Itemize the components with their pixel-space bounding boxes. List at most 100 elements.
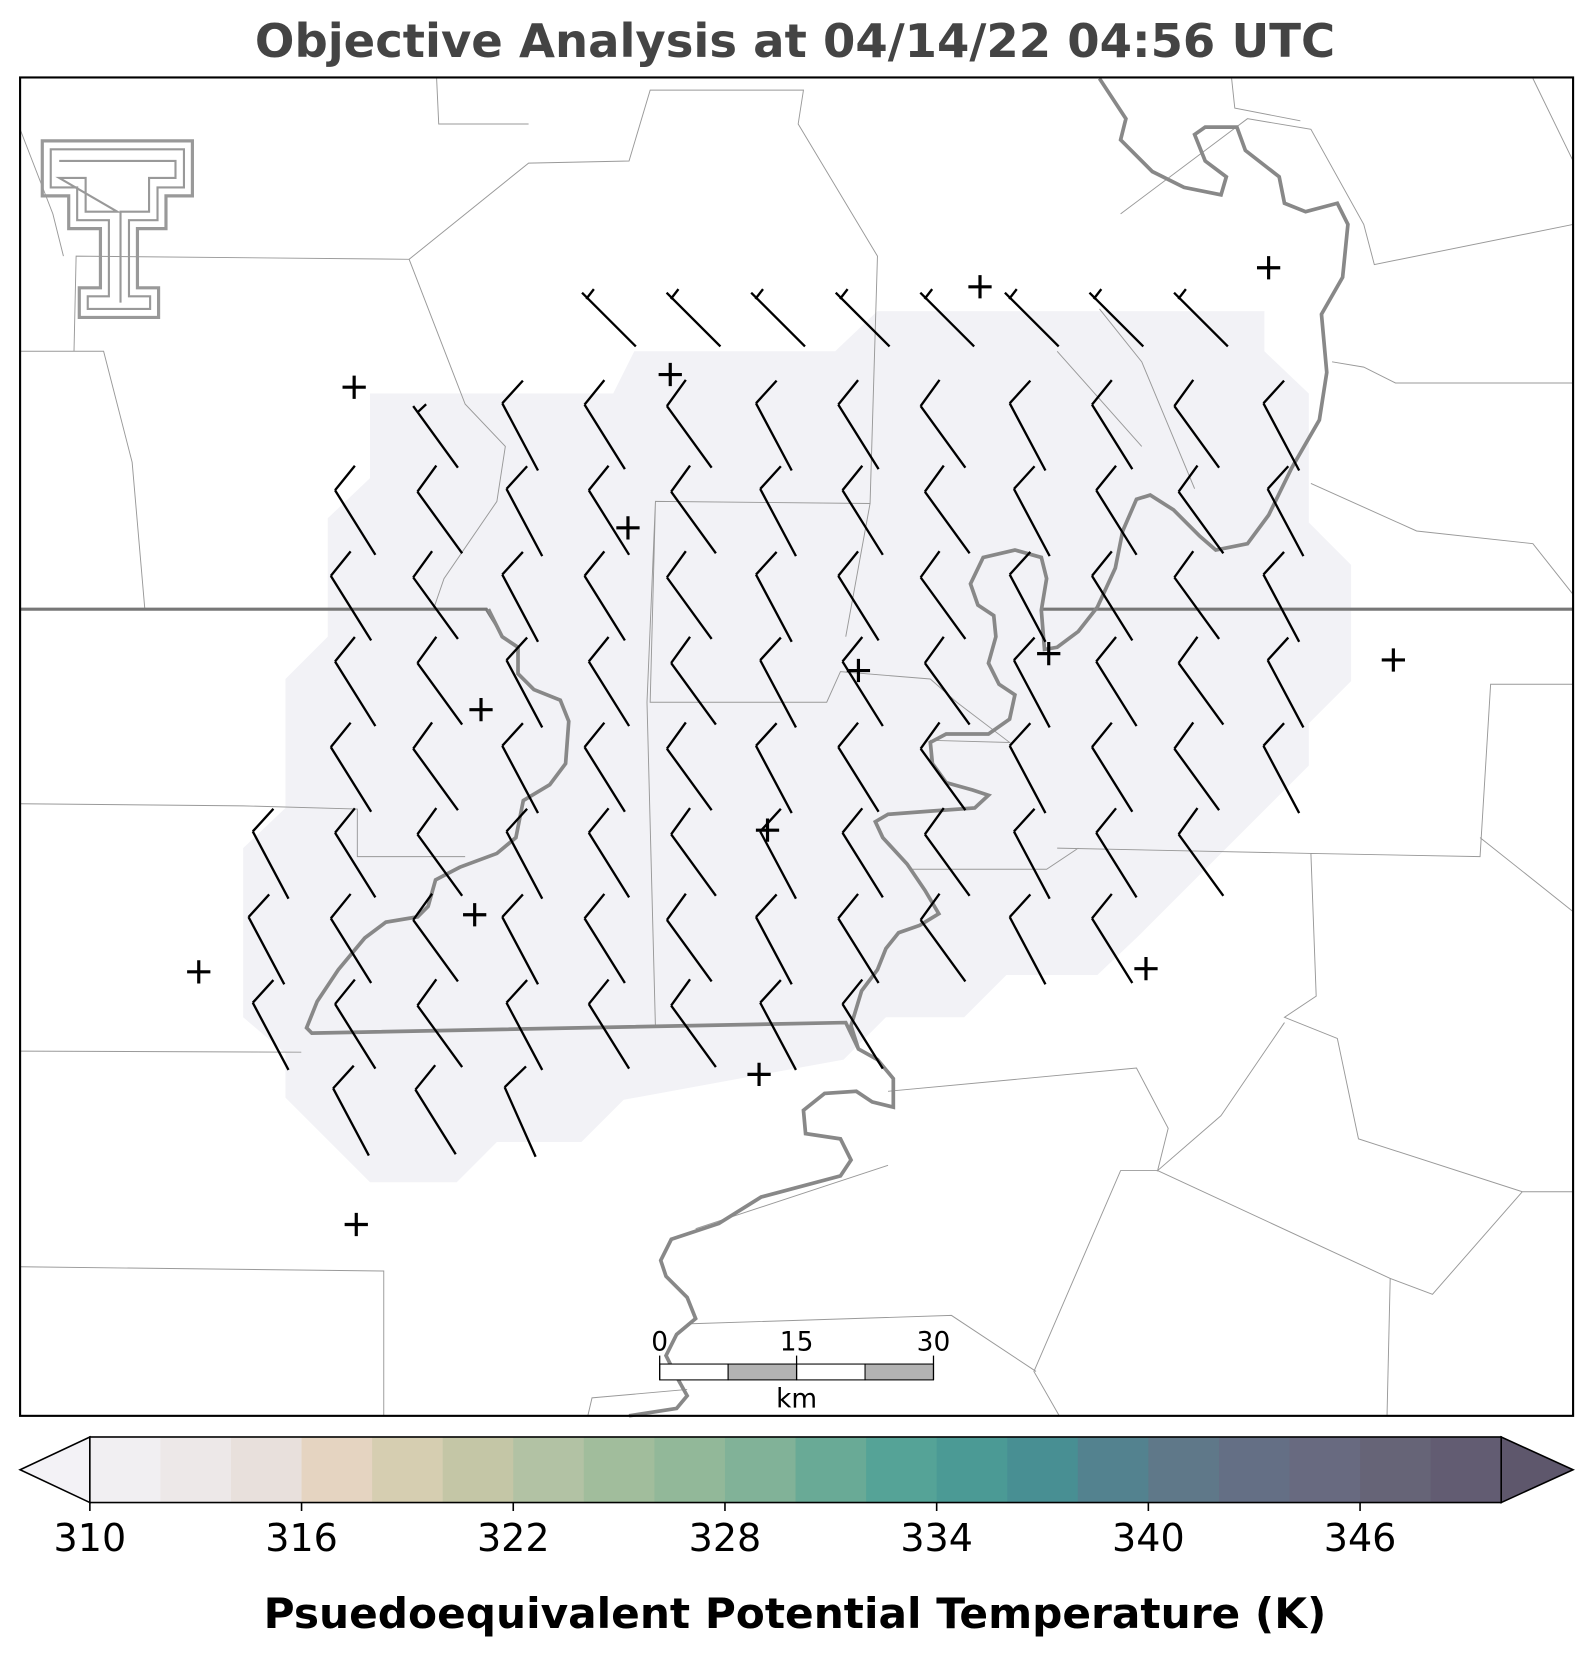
- wind-barb: [919, 721, 967, 811]
- colorbar-tick-label: 316: [265, 1516, 338, 1560]
- wind-barb: [919, 379, 967, 469]
- scale-segment: [796, 1363, 866, 1381]
- station-marker: [1134, 957, 1158, 981]
- station-marker: [342, 375, 366, 399]
- wind-barb: [587, 465, 631, 556]
- wind-barb: [1090, 550, 1134, 642]
- map-frame: [19, 76, 1575, 1417]
- wind-barb: [1008, 551, 1047, 643]
- wind-barb: [583, 550, 626, 642]
- wind-barb: [750, 288, 806, 348]
- wind-barb: [412, 892, 459, 983]
- colorbar-bin: [1007, 1436, 1079, 1503]
- wind-barb: [754, 379, 793, 472]
- wind-barb: [501, 379, 540, 472]
- colorbar-bin: [89, 1436, 161, 1503]
- station-marker: [1256, 256, 1281, 280]
- wind-barb: [837, 721, 880, 813]
- wind-barb: [414, 1064, 457, 1155]
- wind-barb: [670, 807, 717, 897]
- wind-barb: [923, 636, 971, 726]
- wind-barb: [665, 550, 713, 640]
- colorbar-tick-label: 340: [1112, 1516, 1185, 1560]
- wind-barb: [1090, 893, 1134, 984]
- colorbar-over: [1500, 1435, 1575, 1504]
- wind-barb: [754, 551, 793, 643]
- wind-barb: [1173, 288, 1229, 348]
- colorbar-bin: [1148, 1436, 1220, 1503]
- wind-barb: [1177, 807, 1225, 897]
- wind-barb: [1095, 636, 1138, 727]
- wind-barb: [505, 465, 544, 557]
- wind-barb: [923, 807, 971, 897]
- wind-barb: [841, 807, 884, 898]
- wind-barb: [505, 808, 544, 900]
- station-marker: [469, 698, 493, 722]
- colorbar-bin: [513, 1436, 585, 1503]
- wind-barb: [583, 379, 626, 470]
- colorbar-bin: [160, 1436, 232, 1503]
- wind-barb: [334, 978, 377, 1070]
- wind-barb: [501, 893, 540, 985]
- wind-barb: [505, 636, 544, 728]
- station-marker: [846, 658, 871, 683]
- wind-barb: [665, 892, 713, 983]
- stations: [187, 256, 1405, 1237]
- wind-barb: [332, 1064, 370, 1157]
- colorbar-label: Psuedoequivalent Potential Temperature (…: [264, 1589, 1327, 1638]
- colorbar-bin: [724, 1436, 797, 1503]
- scale-unit: km: [776, 1383, 817, 1414]
- station-marker: [1037, 641, 1061, 666]
- colorbar-tick-label: 322: [477, 1516, 550, 1560]
- wind-barb: [754, 722, 793, 814]
- wind-barb: [412, 403, 459, 469]
- colorbar-tick-label: 334: [900, 1516, 973, 1560]
- wind-barb: [1088, 288, 1145, 348]
- station-marker: [747, 1062, 771, 1087]
- wind-barb: [247, 893, 286, 985]
- scale-segment: [659, 1363, 729, 1381]
- wind-barb: [759, 808, 797, 900]
- colorbar-bin: [583, 1436, 655, 1503]
- wind-barb: [334, 636, 377, 727]
- colorbar-tick-label: 328: [689, 1516, 762, 1560]
- wind-barb: [670, 464, 717, 555]
- colorbar-bin: [654, 1436, 726, 1503]
- wind-barb: [501, 551, 540, 643]
- wind-barb: [505, 979, 544, 1071]
- wind-barb: [754, 893, 793, 985]
- wind-barb: [251, 808, 290, 900]
- wind-barb: [670, 636, 717, 726]
- colorbar-bin: [230, 1436, 303, 1503]
- analysis-area: [243, 311, 1352, 1183]
- wind-barb: [587, 807, 631, 898]
- colorbar-bin: [1218, 1436, 1291, 1503]
- wind-barb: [1004, 288, 1060, 348]
- wind-barb: [919, 288, 975, 348]
- wind-barb: [1090, 379, 1134, 470]
- colorbar-under: [18, 1435, 91, 1504]
- wind-barb: [1095, 807, 1138, 898]
- colorbar-bin: [1077, 1436, 1149, 1503]
- wind-barb: [501, 722, 540, 814]
- wind-barb: [841, 636, 884, 727]
- wind-barb: [919, 892, 967, 983]
- station-marker: [187, 960, 211, 984]
- wind-barb: [416, 978, 464, 1068]
- wind-barb: [334, 807, 377, 898]
- wind-barb: [416, 636, 464, 726]
- logo: [40, 139, 194, 320]
- wind-barb: [581, 288, 637, 348]
- wind-barb: [919, 550, 967, 640]
- wind-barb: [1177, 464, 1225, 555]
- river: [304, 77, 1350, 1418]
- colorbar-bin: [936, 1436, 1008, 1503]
- colorbar-tick-label: 346: [1324, 1516, 1397, 1560]
- scale-label: 0: [651, 1326, 668, 1357]
- wind-barb: [587, 978, 631, 1070]
- colorbar-bin: [1430, 1436, 1502, 1503]
- colorbar-bin: [1360, 1436, 1432, 1503]
- station-marker: [755, 818, 780, 842]
- scale-label: 15: [780, 1326, 814, 1357]
- wind-barb: [583, 721, 626, 813]
